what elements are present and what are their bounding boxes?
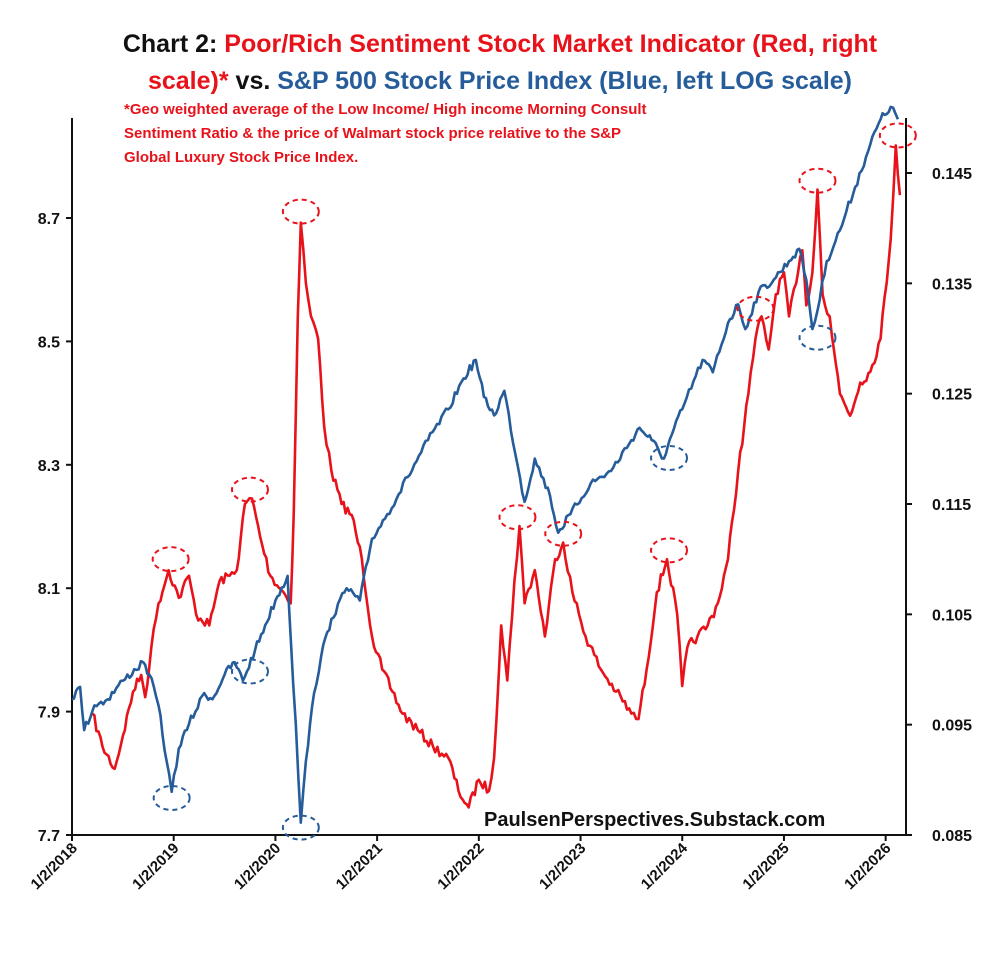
right-tick-label: 0.115 [932,497,971,514]
annotation-layer [151,122,917,841]
red-peak-marker [798,167,837,194]
chart-title-line-2: scale)* vs. S&P 500 Stock Price Index (B… [0,63,1000,100]
left-tick-label: 8.5 [38,334,60,351]
red-peak-marker [650,537,689,564]
red-peak-marker [498,504,537,531]
title-blue-part: S&P 500 Stock Price Index (Blue, left LO… [277,67,853,95]
footnote-line-3: Global Luxury Stock Price Index. [124,149,359,166]
blue-trough-marker [230,658,269,685]
x-tick-label: 1/2/2021 [333,840,386,893]
chart-title: Chart 2: Poor/Rich Sentiment Stock Marke… [0,26,1000,100]
series-layer [71,105,902,824]
x-tick-label: 1/2/2025 [739,840,792,893]
left-tick-label: 7.9 [38,705,60,722]
footnote-line-2: Sentiment Ratio & the price of Walmart s… [124,125,622,142]
red-peak-marker [544,520,583,547]
left-tick-label: 7.7 [38,828,60,845]
x-tick-label: 1/2/2024 [638,839,692,893]
title-red-part-2: scale)* [147,67,229,95]
x-tick-label: 1/2/2019 [129,840,182,893]
title-prefix: Chart 2: [122,30,225,58]
footnote-line-1: *Geo weighted average of the Low Income/… [124,101,647,118]
sp500-series-line [71,105,900,824]
right-tick-label: 0.105 [932,607,972,624]
right-tick-label: 0.125 [932,387,972,404]
left-tick-label: 8.3 [38,458,60,475]
blue-trough-marker [650,445,689,472]
x-tick-label: 1/2/2026 [841,840,894,893]
source-credit: PaulsenPerspectives.Substack.com [484,809,825,831]
axes: 7.7 7.9 8.1 8.3 8.5 8.7 0.085 0.095 0.105 0.115 0.… [28,118,972,893]
red-peak-marker [281,198,320,225]
blue-trough-marker [798,324,837,351]
right-tick-label: 0.145 [932,166,972,183]
red-peak-marker [151,546,190,573]
chart-footnote: *Geo weighted average of the Low Income/… [124,98,884,170]
right-tick-label: 0.135 [932,276,972,293]
x-tick-label: 1/2/2023 [536,840,589,893]
blue-trough-marker [281,814,320,841]
title-vs: vs. [228,67,278,95]
red-peak-marker [878,122,917,149]
blue-trough-marker [152,784,191,811]
red-peak-marker [230,476,269,503]
right-tick-label: 0.085 [932,828,972,845]
right-tick-label: 0.095 [932,718,972,735]
poor-rich-series-line [91,144,902,809]
x-tick-label: 1/2/2018 [28,840,81,893]
chart-title-line-1: Chart 2: Poor/Rich Sentiment Stock Marke… [0,26,1000,63]
red-peak-marker [736,295,775,322]
x-tick-label: 1/2/2022 [434,840,487,893]
left-tick-label: 8.1 [38,581,60,598]
x-tick-label: 1/2/2020 [231,840,284,893]
left-tick-label: 8.7 [38,211,60,228]
title-red-part-1: Poor/Rich Sentiment Stock Market Indicat… [224,30,878,58]
